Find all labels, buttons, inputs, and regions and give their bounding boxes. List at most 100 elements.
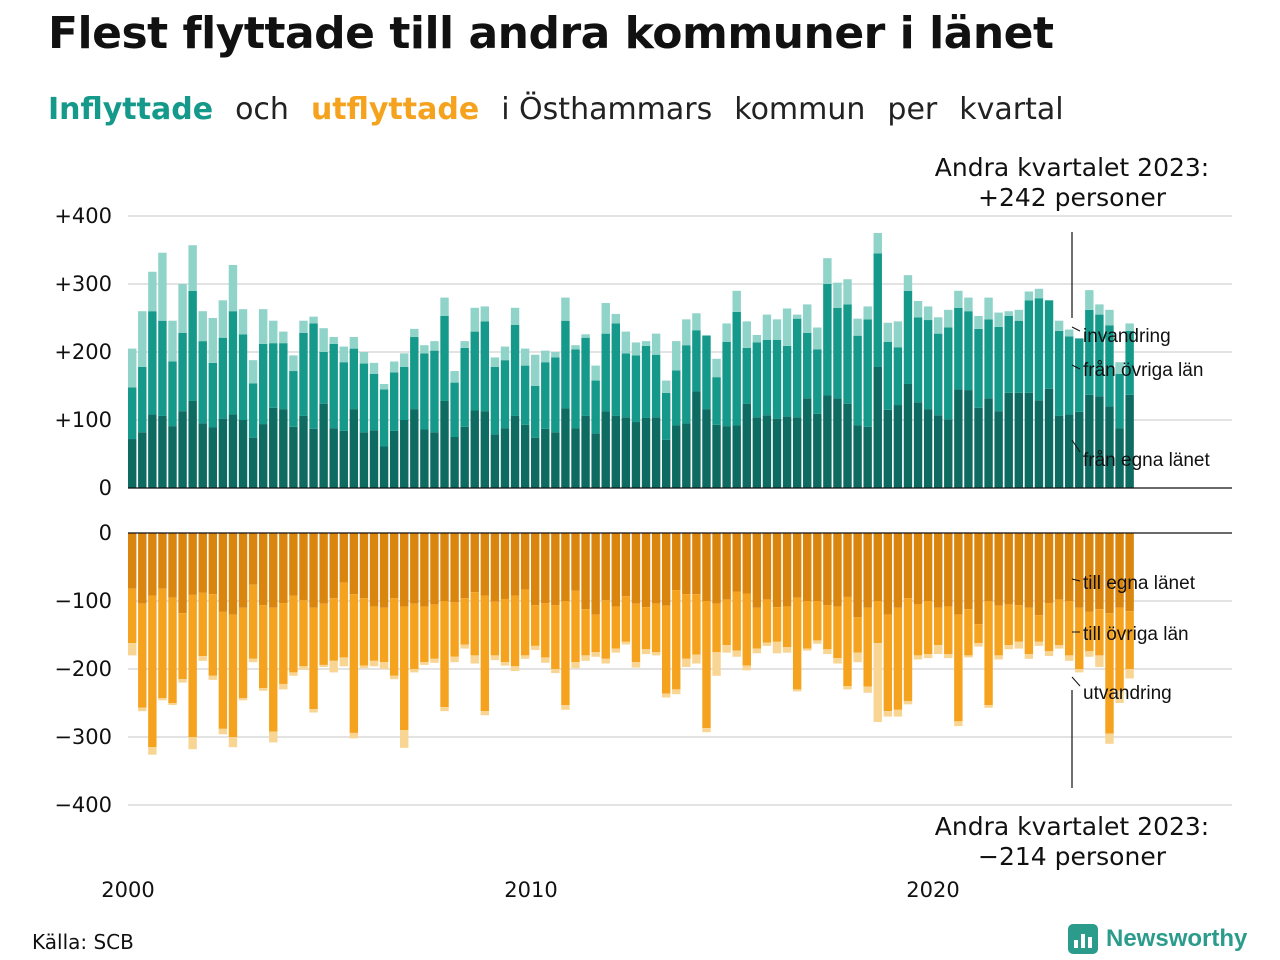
bar-out-2-12 <box>248 658 258 663</box>
bar-out-2-35 <box>480 711 490 716</box>
bar-out-0-28 <box>410 533 419 604</box>
bar-in-2-87 <box>1004 311 1013 316</box>
bar-in-2-38 <box>510 307 520 325</box>
bar-out-2-5 <box>178 679 187 683</box>
bar-out-0-54 <box>672 533 681 591</box>
bar-in-1-98 <box>1115 373 1124 429</box>
bar-out-2-54 <box>672 689 681 695</box>
migration-chart: +400 +300 +200 +100 0 0 −100 −200 −300 −400 Andra… <box>54 153 1232 902</box>
bar-out-2-58 <box>712 652 721 676</box>
bar-in-0-69 <box>823 395 832 488</box>
bar-out-2-34 <box>470 655 479 664</box>
bar-in-2-1 <box>138 311 147 367</box>
bar-out-1-27 <box>400 606 409 731</box>
bar-out-2-43 <box>561 705 570 710</box>
brand-name: Newsworthy <box>1106 925 1248 952</box>
bar-in-2-32 <box>450 371 459 383</box>
bar-out-0-46 <box>591 533 600 615</box>
bar-in-1-49 <box>621 353 631 418</box>
bar-in-0-18 <box>309 428 318 488</box>
bar-in-2-57 <box>702 335 711 336</box>
bar-out-0-52 <box>651 533 661 604</box>
bar-in-0-12 <box>248 437 258 488</box>
bar-out-0-1 <box>138 533 147 604</box>
bar-in-2-52 <box>651 333 661 355</box>
bar-in-1-21 <box>339 362 348 431</box>
bar-in-0-72 <box>853 425 862 488</box>
bar-out-1-37 <box>500 598 510 663</box>
bar-out-1-52 <box>651 603 661 652</box>
bar-out-2-6 <box>188 737 197 750</box>
bar-in-0-46 <box>591 433 600 488</box>
bar-out-2-36 <box>490 655 500 661</box>
bar-out-2-69 <box>823 649 832 655</box>
bar-in-2-68 <box>813 327 822 350</box>
bar-out-2-8 <box>208 675 217 680</box>
bar-out-1-96 <box>1095 609 1104 656</box>
bar-out-2-60 <box>732 650 741 657</box>
bar-in-0-26 <box>389 430 399 488</box>
bar-in-2-60 <box>732 290 741 312</box>
bar-out-0-37 <box>500 533 510 599</box>
bar-in-2-15 <box>279 331 288 344</box>
outflow-bars <box>128 533 1134 755</box>
bar-out-1-17 <box>299 600 308 667</box>
bar-out-1-65 <box>782 606 792 648</box>
bar-out-0-53 <box>661 533 671 606</box>
bar-in-0-89 <box>1024 392 1034 488</box>
bar-out-2-29 <box>420 662 429 665</box>
bar-out-0-17 <box>299 533 308 601</box>
subtitle-kvartal: kvartal <box>959 92 1064 127</box>
bar-out-1-12 <box>248 584 258 659</box>
bar-in-0-0 <box>128 439 137 488</box>
bar-out-2-0 <box>128 643 137 656</box>
bar-out-2-25 <box>379 662 389 669</box>
bar-in-2-78 <box>913 301 923 318</box>
bar-in-0-10 <box>228 414 238 488</box>
bar-in-1-9 <box>218 337 228 419</box>
bar-out-0-58 <box>712 533 721 604</box>
bar-out-1-92 <box>1054 599 1064 646</box>
bar-in-2-8 <box>208 318 217 363</box>
series-label-utvandring: utvandring <box>1083 683 1172 704</box>
bar-out-2-70 <box>833 658 842 664</box>
bar-in-1-85 <box>984 319 993 399</box>
bar-out-0-77 <box>903 533 913 599</box>
bar-in-0-24 <box>369 430 379 488</box>
bar-in-2-66 <box>792 314 802 319</box>
bar-in-1-10 <box>228 311 238 415</box>
bar-out-2-18 <box>309 709 318 713</box>
bar-in-1-82 <box>954 307 963 390</box>
bar-out-1-38 <box>510 595 520 667</box>
bar-in-2-97 <box>1105 309 1114 326</box>
bar-in-0-73 <box>863 426 872 488</box>
bar-out-2-49 <box>621 641 631 645</box>
bar-out-2-16 <box>289 672 298 676</box>
bar-out-1-78 <box>913 604 923 656</box>
bar-out-0-33 <box>460 533 469 599</box>
bar-out-0-7 <box>198 533 207 593</box>
bar-in-2-46 <box>591 365 600 381</box>
y-tick-top: +100 <box>54 408 112 432</box>
bar-out-2-27 <box>400 730 409 748</box>
bar-out-1-4 <box>168 597 177 703</box>
leader-till-egna <box>1071 578 1081 582</box>
bar-in-2-19 <box>319 328 328 352</box>
bar-out-1-26 <box>389 598 399 676</box>
bar-out-2-97 <box>1105 733 1114 744</box>
bar-out-0-35 <box>480 533 490 596</box>
bar-out-0-41 <box>541 533 550 604</box>
bar-in-0-70 <box>833 398 842 488</box>
brand-logo[interactable]: Newsworthy <box>1068 924 1247 954</box>
bar-out-1-50 <box>631 603 641 663</box>
bar-out-2-52 <box>651 652 661 656</box>
bar-in-0-29 <box>420 429 429 488</box>
bar-in-0-77 <box>903 383 913 488</box>
bar-in-0-51 <box>641 417 651 488</box>
bar-in-1-29 <box>420 353 429 430</box>
bar-out-1-44 <box>571 590 580 663</box>
bar-in-1-6 <box>188 290 197 401</box>
bar-in-1-16 <box>289 371 298 427</box>
bar-out-1-95 <box>1085 611 1094 652</box>
series-label-invandring: invandring <box>1083 326 1171 347</box>
